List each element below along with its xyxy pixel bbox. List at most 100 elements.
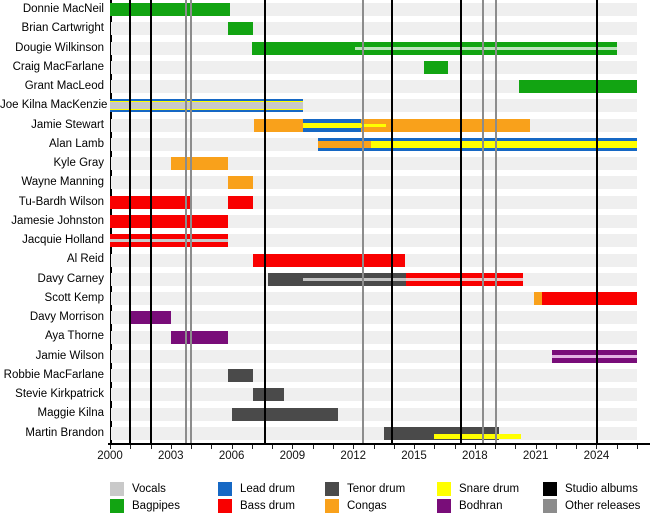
- member-label: Robbie MacFarlane: [3, 368, 104, 381]
- legend-swatch-bagpipes: [110, 499, 124, 513]
- member-label: Craig MacFarlane: [12, 60, 104, 73]
- axis-tick: [616, 445, 618, 449]
- axis-tick: [535, 445, 537, 449]
- axis-tick: [495, 445, 497, 449]
- axis-tick: [150, 445, 152, 449]
- axis-tick: [211, 445, 213, 449]
- member-label: Dougie Wilkinson: [15, 41, 104, 54]
- axis-tick: [191, 445, 193, 449]
- member-label: Al Reid: [66, 253, 104, 266]
- legend-swatch-snare_drum: [437, 482, 451, 496]
- axis-tick: [251, 445, 253, 449]
- axis-tick: [292, 445, 294, 449]
- studio-album-line: [390, 0, 393, 443]
- member-label: Wayne Manning: [21, 176, 104, 189]
- row-band: [111, 349, 637, 363]
- timeline-bar-bagpipes: [424, 60, 449, 74]
- row-band: [111, 311, 637, 325]
- axis-tick: [576, 445, 578, 449]
- legend-label: Vocals: [132, 483, 166, 495]
- legend-label: Other releases: [565, 500, 641, 512]
- axis-tick: [393, 445, 395, 449]
- legend-label: Bass drum: [240, 500, 295, 512]
- legend-swatch-vocals: [110, 482, 124, 496]
- member-label: Scott Kemp: [44, 291, 104, 304]
- axis-tick: [373, 445, 375, 449]
- legend-swatch-bodhran: [437, 499, 451, 513]
- axis-tick: [596, 445, 598, 449]
- axis-tick: [170, 445, 172, 449]
- legend-label: Lead drum: [240, 483, 295, 495]
- timeline-bar-bagpipes: [227, 22, 253, 36]
- timeline-bar-bodhran_stripe: [551, 354, 637, 358]
- member-label: Alan Lamb: [49, 137, 104, 150]
- legend-swatch-tenor_drum: [325, 482, 339, 496]
- member-label: Jamie Stewart: [31, 118, 104, 131]
- member-label: Davy Morrison: [29, 311, 104, 324]
- other-release-line: [185, 0, 187, 443]
- timeline-bar-bagpipes: [519, 80, 637, 94]
- member-label: Joe Kilna MacKenzie: [0, 99, 108, 112]
- row-band: [111, 234, 637, 248]
- row-band: [111, 80, 637, 94]
- row-band: [111, 292, 637, 306]
- timeline-bar-congas: [361, 118, 530, 132]
- timeline-bar-tenor_stripe: [302, 277, 406, 281]
- timeline-bar-bagpipes_stripe: [355, 46, 617, 50]
- member-label: Grant MacLeod: [24, 80, 104, 93]
- timeline-bar-bass_drum: [252, 253, 405, 267]
- legend-swatch-bass_drum: [218, 499, 232, 513]
- timeline-bar-bass_drum: [227, 195, 253, 209]
- legend: Vocals Bagpipes Lead drum Bass drum Tenor dr…: [0, 478, 650, 520]
- member-label: Aya Thorne: [44, 330, 104, 343]
- axis-tick: [637, 445, 638, 449]
- row-band: [111, 215, 637, 228]
- timeline-bar-tenor_drum: [252, 388, 285, 402]
- timeline-bar-congas: [317, 140, 372, 148]
- member-label: Donnie MacNeil: [22, 3, 104, 15]
- member-label: Jamie Wilson: [35, 349, 104, 362]
- axis-tick: [110, 445, 111, 449]
- plot-area: Donnie MacNeil Brian Cartwright Dougie Wil…: [0, 0, 637, 443]
- legend-label: Bagpipes: [132, 500, 180, 512]
- axis-tick: [231, 445, 233, 449]
- axis-year-label: 2015: [401, 450, 427, 462]
- axis-tick: [555, 445, 557, 449]
- timeline-bar-congas: [253, 118, 303, 132]
- row-band: [111, 388, 637, 402]
- axis-tick: [130, 445, 132, 449]
- row-band: [111, 157, 637, 171]
- timeline-bar-bodhran: [170, 330, 228, 344]
- axis-tick: [332, 445, 334, 449]
- legend-swatch-congas: [325, 499, 339, 513]
- axis-year-label: 2024: [583, 450, 610, 462]
- member-label: Kyle Gray: [53, 157, 105, 170]
- timeline-bar-congas: [533, 292, 542, 306]
- axis-tick: [515, 445, 517, 449]
- timeline-bar-vocals: [110, 239, 228, 243]
- timeline-bar-vocals: [110, 102, 303, 110]
- member-label: Jamesie Johnston: [11, 214, 104, 227]
- x-axis-line: [108, 443, 650, 445]
- axis-year-label: 2021: [522, 450, 549, 462]
- legend-label: Congas: [347, 500, 387, 512]
- timeline-bar-snare_drum: [371, 140, 637, 148]
- member-label: Davy Carney: [37, 272, 104, 285]
- axis-year-label: 2006: [218, 450, 245, 462]
- timeline-bar-bass_stripe: [405, 277, 524, 281]
- axis-tick: [414, 445, 416, 449]
- timeline-bar-snare_drum: [302, 122, 362, 128]
- member-label: Tu-Bardh Wilson: [18, 195, 104, 208]
- row-band: [111, 60, 637, 74]
- timeline-bar-snare_drum: [361, 123, 386, 127]
- member-label: Stevie Kirkpatrick: [15, 388, 104, 401]
- axis-tick: [312, 445, 314, 449]
- axis-year-label: 2012: [340, 450, 367, 462]
- other-release-line: [495, 0, 498, 443]
- timeline-bar-bagpipes: [110, 3, 230, 17]
- legend-label: Studio albums: [565, 483, 638, 495]
- axis-tick: [434, 445, 436, 449]
- axis-tick: [474, 445, 476, 449]
- other-release-line: [190, 0, 193, 443]
